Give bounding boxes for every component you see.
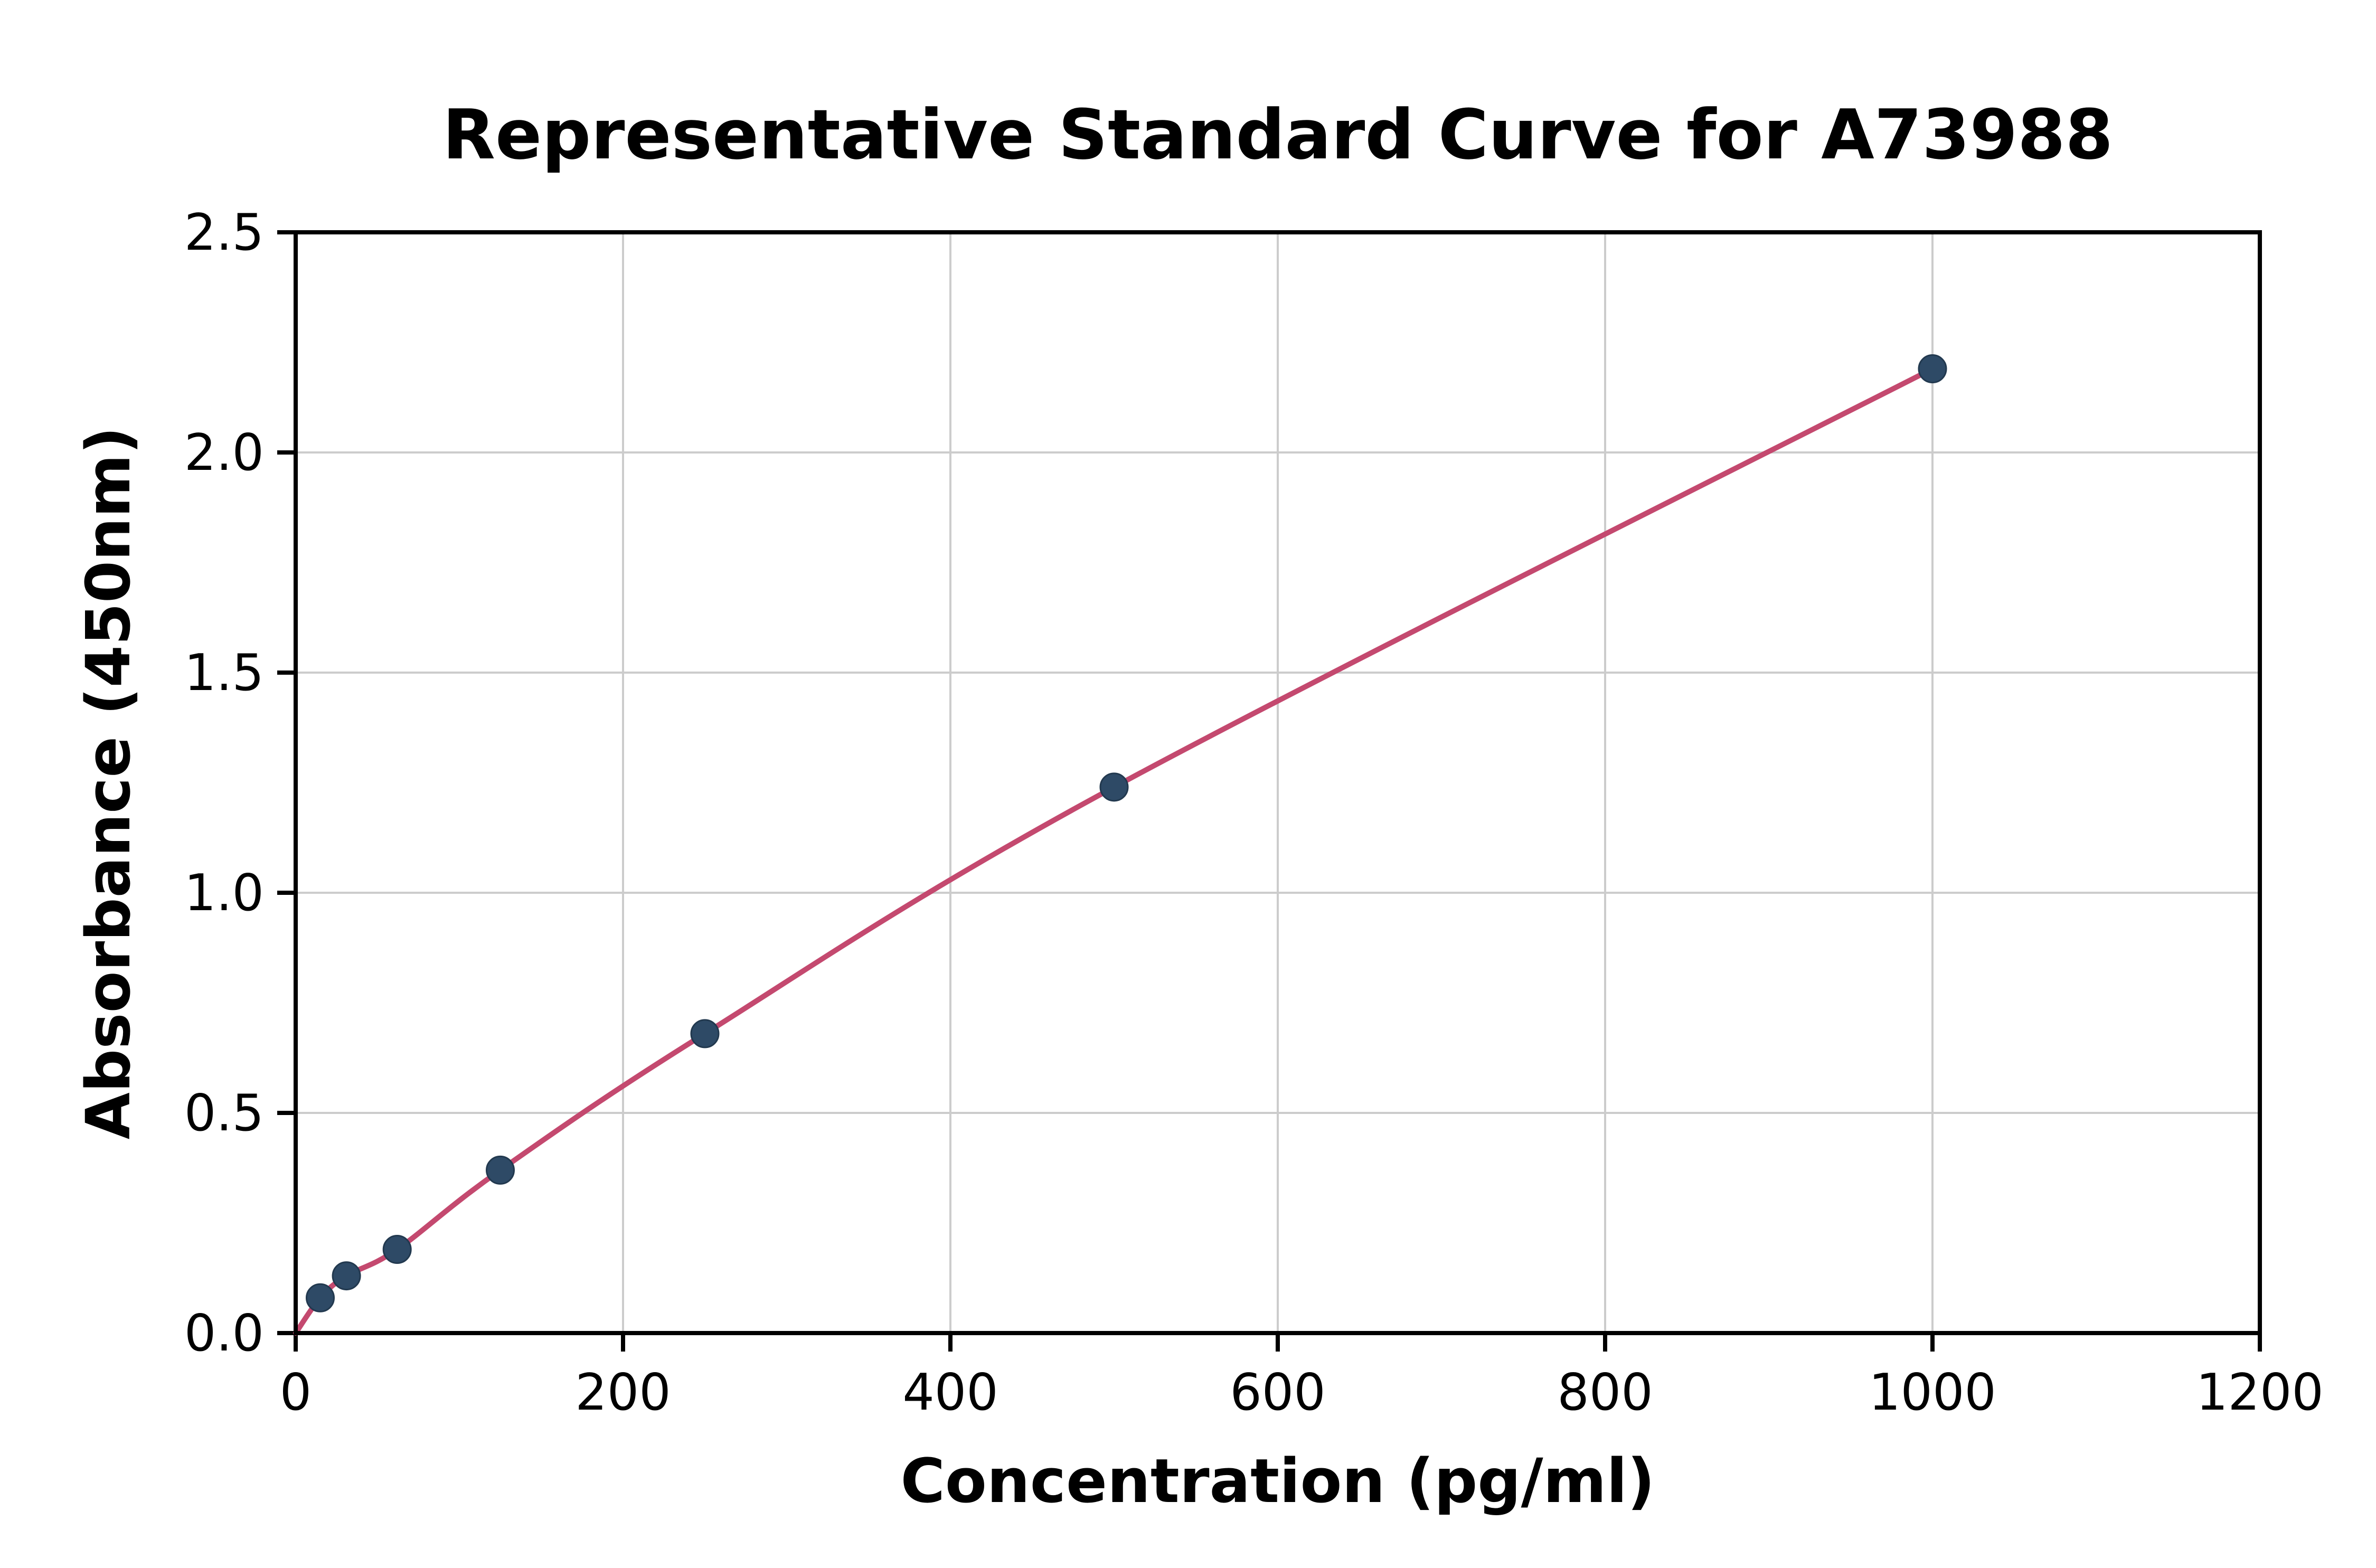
y-tick-label: 0.0 <box>184 1305 264 1363</box>
x-tick-label: 800 <box>1557 1364 1653 1422</box>
plot-frame <box>294 230 2262 1335</box>
x-tick-label: 1000 <box>1869 1364 1996 1422</box>
data-point <box>306 1283 335 1312</box>
tick-labels: 0 200 400 600 800 1000 1200 0.0 0.5 1.0 1.5 2.0 2.5 <box>184 204 2324 1422</box>
data-point <box>690 1019 720 1049</box>
y-tick-label: 2.0 <box>184 424 264 482</box>
y-tick-label: 2.5 <box>184 204 264 262</box>
data-point <box>1099 772 1129 802</box>
data-point <box>332 1261 361 1291</box>
data-point <box>486 1155 515 1185</box>
y-tick-label: 1.0 <box>184 864 264 922</box>
x-tick-label: 200 <box>575 1364 671 1422</box>
x-tick-label: 1200 <box>2196 1364 2324 1422</box>
chart-title: Representative Standard Curve for A73988 <box>442 95 2113 175</box>
x-tick-label: 0 <box>280 1364 312 1422</box>
y-tick-label: 0.5 <box>184 1084 264 1142</box>
x-axis-label: Concentration (pg/ml) <box>901 1446 1655 1517</box>
tick-marks <box>277 230 2262 1352</box>
data-point <box>382 1235 412 1264</box>
y-tick-label: 1.5 <box>184 644 264 702</box>
fitted-curve <box>293 366 1935 1336</box>
x-tick-label: 400 <box>902 1364 998 1422</box>
y-axis-label: Absorbance (450nm) <box>73 427 144 1139</box>
x-tick-label: 600 <box>1230 1364 1325 1422</box>
data-point <box>1918 354 1947 384</box>
grid <box>295 231 2261 1334</box>
